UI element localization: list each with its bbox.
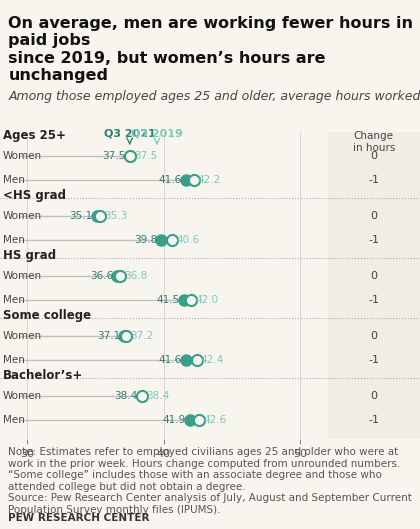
Text: 37.1: 37.1 xyxy=(97,331,120,341)
Text: 38.4: 38.4 xyxy=(146,391,169,401)
Text: 41.5: 41.5 xyxy=(157,295,180,305)
Text: Women: Women xyxy=(3,211,42,221)
Text: On average, men are working fewer hours in paid jobs
since 2019, but women’s hou: On average, men are working fewer hours … xyxy=(8,16,413,83)
Text: 0: 0 xyxy=(370,271,377,281)
Text: 0: 0 xyxy=(370,211,377,221)
Text: 38.4: 38.4 xyxy=(115,391,138,401)
Text: 37.5: 37.5 xyxy=(102,151,126,161)
Text: 41.6: 41.6 xyxy=(158,175,181,185)
Text: Women: Women xyxy=(3,391,42,401)
Text: PEW RESEARCH CENTER: PEW RESEARCH CENTER xyxy=(8,513,150,523)
Text: 35.3: 35.3 xyxy=(104,211,127,221)
Text: <HS grad: <HS grad xyxy=(3,189,66,202)
Text: 36.6: 36.6 xyxy=(90,271,113,281)
Text: Men: Men xyxy=(3,175,25,185)
Text: HS grad: HS grad xyxy=(3,249,56,262)
Text: 0: 0 xyxy=(370,331,377,341)
Text: Women: Women xyxy=(3,271,42,281)
Text: -1: -1 xyxy=(368,235,379,245)
Text: 42.6: 42.6 xyxy=(203,415,227,425)
Text: Some college: Some college xyxy=(3,308,91,322)
Text: 40.6: 40.6 xyxy=(176,235,199,245)
Text: Bachelor’s+: Bachelor’s+ xyxy=(3,369,83,381)
Text: Q3 2019: Q3 2019 xyxy=(131,128,183,138)
Text: 37.5: 37.5 xyxy=(134,151,157,161)
Text: Men: Men xyxy=(3,415,25,425)
Text: 37.2: 37.2 xyxy=(130,331,153,341)
Text: -1: -1 xyxy=(368,415,379,425)
Text: -1: -1 xyxy=(368,175,379,185)
Text: 41.9: 41.9 xyxy=(163,415,186,425)
Text: Men: Men xyxy=(3,295,25,305)
Text: 35.1: 35.1 xyxy=(70,211,93,221)
Text: Women: Women xyxy=(3,151,42,161)
Text: Among those employed ages 25 and older, average hours worked in a week: Among those employed ages 25 and older, … xyxy=(8,90,420,103)
Text: 42.2: 42.2 xyxy=(198,175,221,185)
Text: 0: 0 xyxy=(370,391,377,401)
Text: 41.6: 41.6 xyxy=(158,355,181,365)
Text: -1: -1 xyxy=(368,355,379,365)
Text: 42.0: 42.0 xyxy=(195,295,218,305)
Text: 42.4: 42.4 xyxy=(201,355,224,365)
Text: Q3 2021: Q3 2021 xyxy=(104,128,155,138)
Text: 39.8: 39.8 xyxy=(134,235,157,245)
Text: 0: 0 xyxy=(370,151,377,161)
Text: 36.8: 36.8 xyxy=(124,271,147,281)
Text: Women: Women xyxy=(3,331,42,341)
Text: -1: -1 xyxy=(368,295,379,305)
Text: Ages 25+: Ages 25+ xyxy=(3,129,66,142)
Text: Men: Men xyxy=(3,355,25,365)
Text: Change
in hours: Change in hours xyxy=(353,131,395,153)
Text: Note: Estimates refer to employed civilians ages 25 and older who were at work i: Note: Estimates refer to employed civili… xyxy=(8,447,412,515)
Text: Men: Men xyxy=(3,235,25,245)
